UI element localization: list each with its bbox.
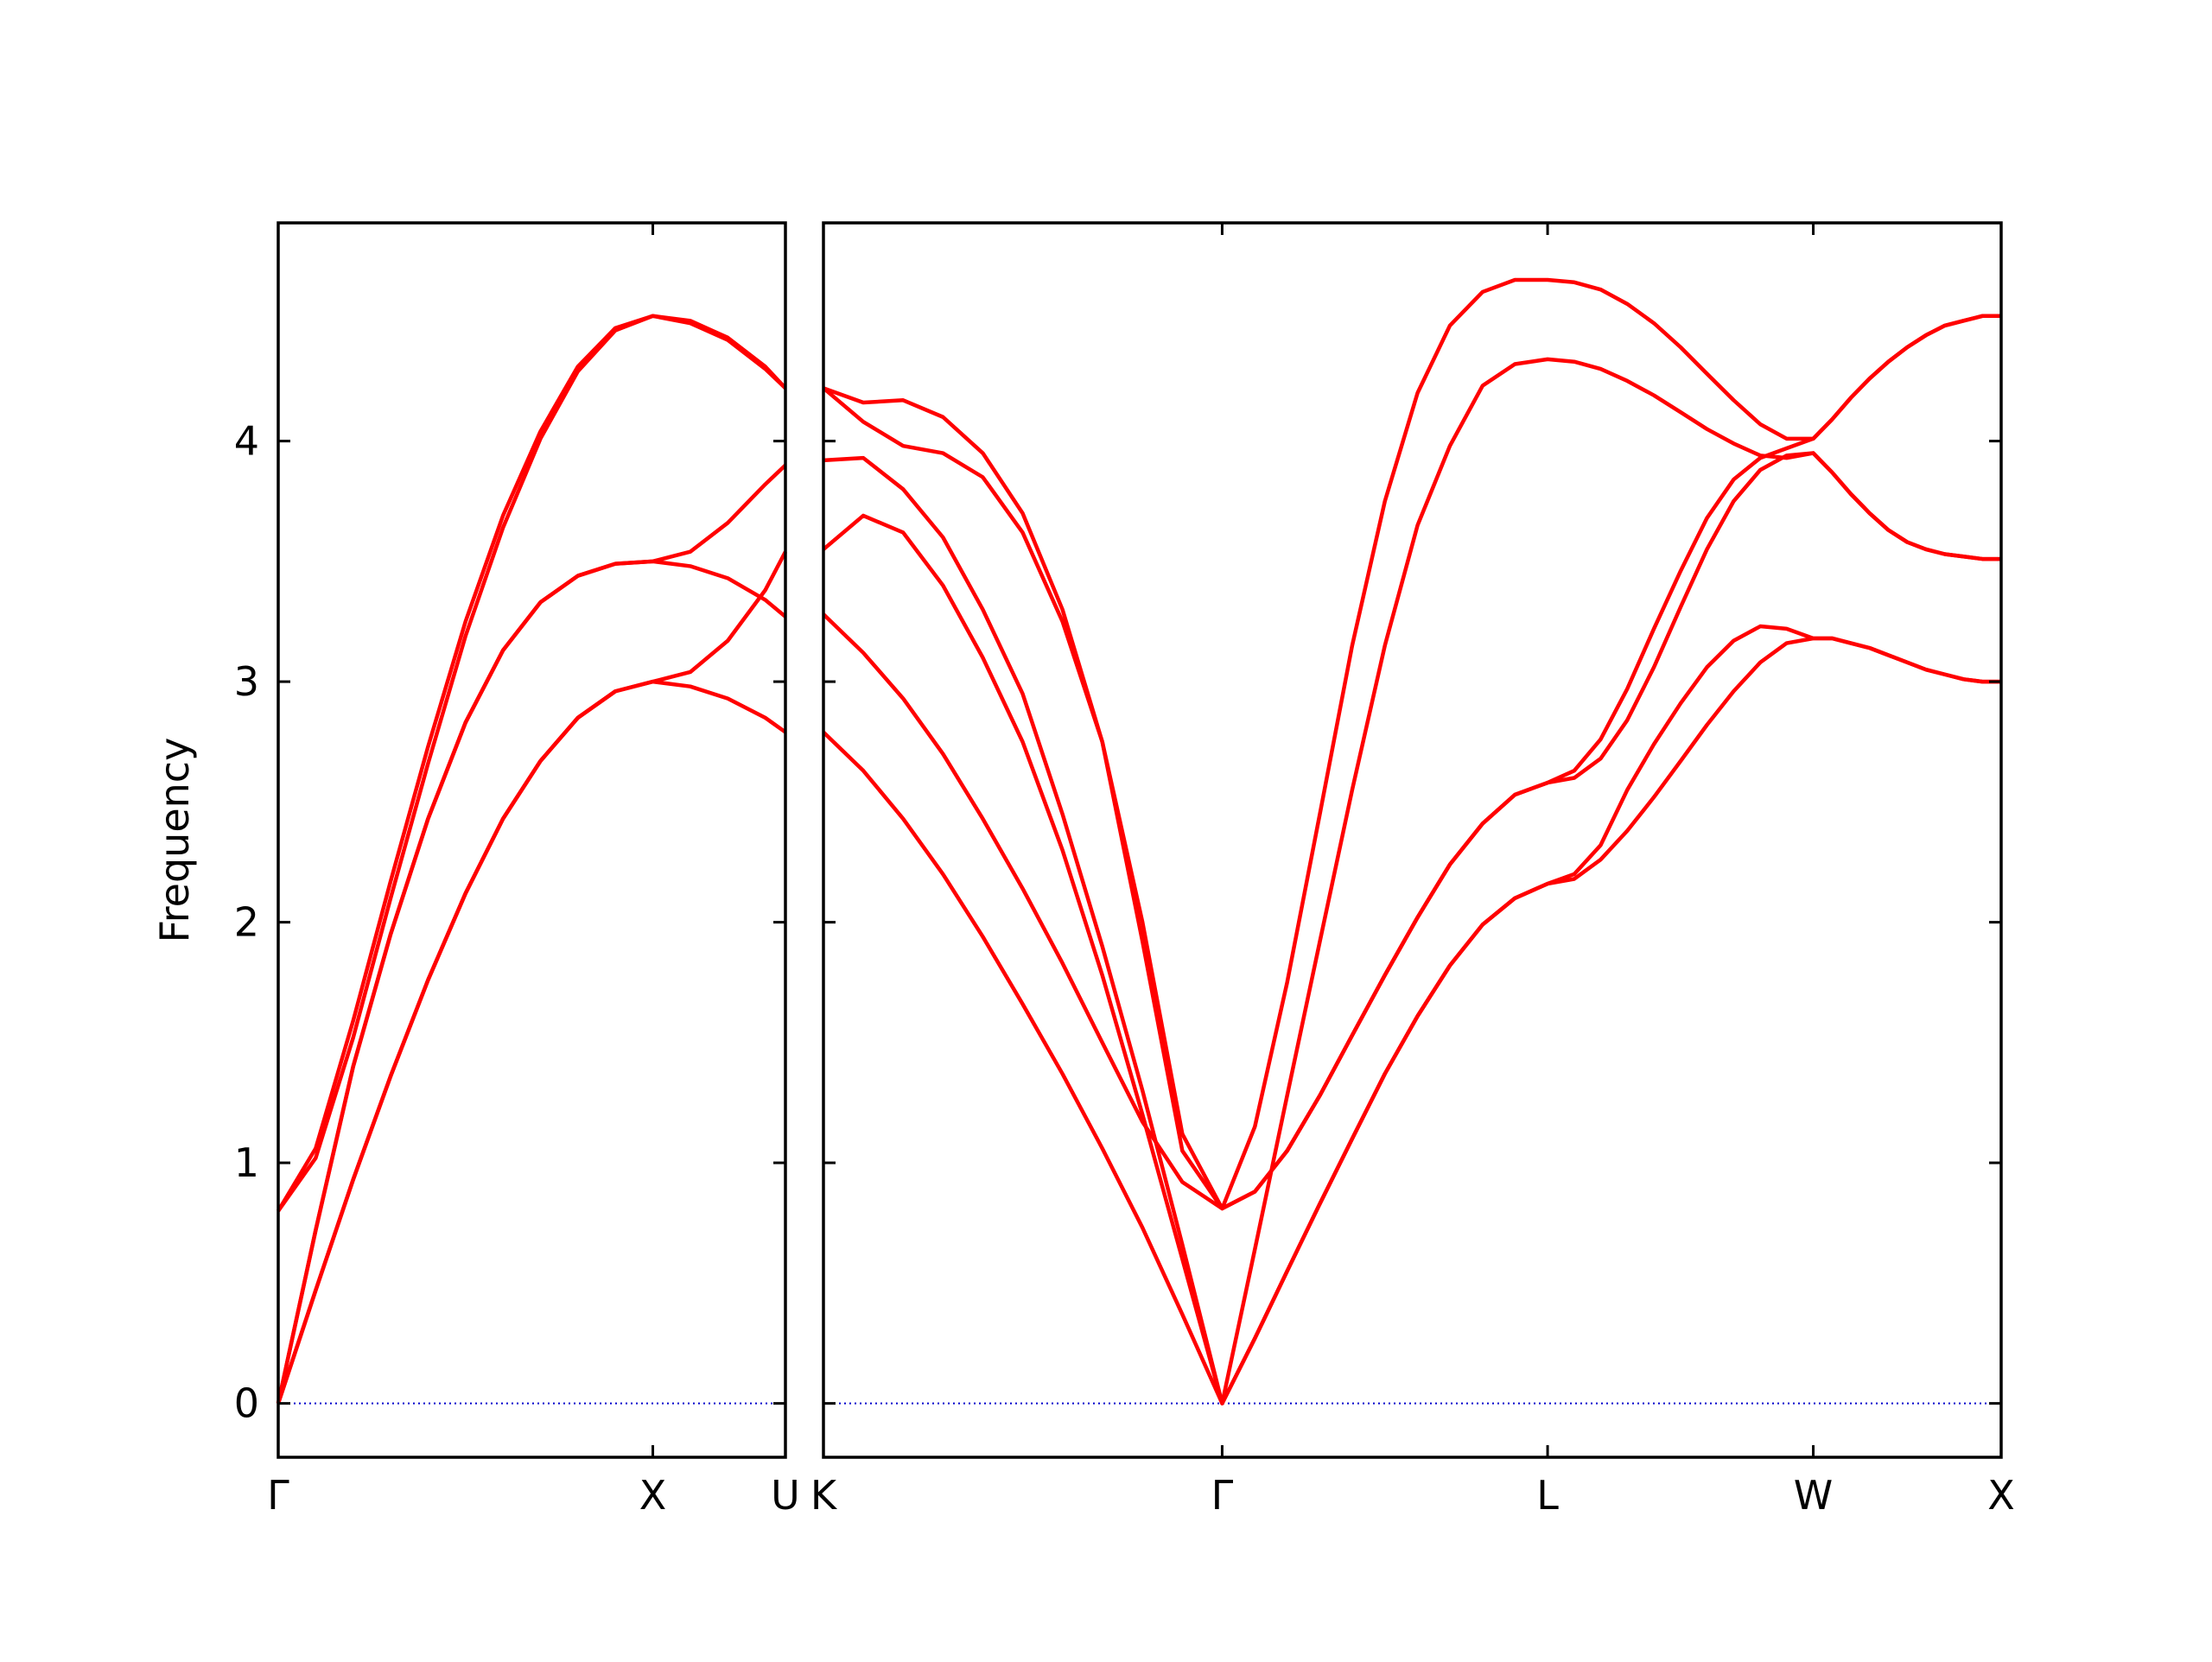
y-axis-label: Frequency — [151, 738, 198, 943]
band-line — [276, 559, 787, 1405]
x-tick-label: U — [771, 1472, 800, 1519]
band-line — [276, 550, 787, 1405]
band-line — [822, 513, 2001, 1405]
x-tick-label: X — [639, 1472, 667, 1519]
band-line — [822, 451, 2001, 1211]
band-line — [822, 314, 2001, 1211]
axes-frame — [822, 221, 2003, 1459]
band-line — [276, 679, 787, 1405]
y-tick-label: 0 — [234, 1380, 259, 1427]
x-tick-label: X — [1987, 1472, 2015, 1519]
band-line — [276, 463, 787, 1405]
x-tick-label: W — [1794, 1472, 1833, 1519]
y-tick-label: 1 — [234, 1139, 259, 1186]
axes-frame — [276, 221, 787, 1459]
band-line — [822, 357, 2001, 1405]
y-tick-label: 4 — [234, 418, 259, 465]
x-tick-label: Γ — [1211, 1472, 1234, 1519]
x-tick-label: K — [810, 1472, 838, 1519]
y-tick-label: 2 — [234, 899, 259, 946]
x-tick-label: L — [1536, 1472, 1559, 1519]
band-line — [276, 314, 787, 1213]
y-tick-label: 3 — [234, 658, 259, 705]
band-line — [276, 314, 787, 1212]
x-tick-label: Γ — [267, 1472, 289, 1519]
band-line — [823, 277, 2001, 1211]
